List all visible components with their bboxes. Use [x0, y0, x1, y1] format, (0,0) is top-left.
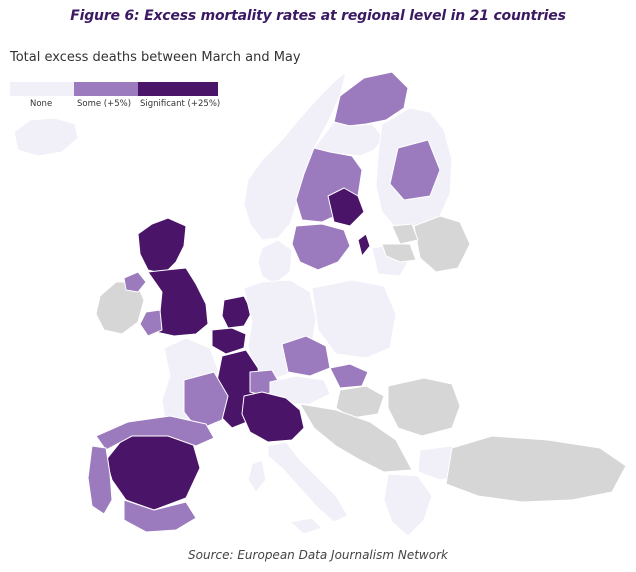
region-hungary [335, 385, 385, 419]
legend-swatch-some [74, 82, 138, 96]
region-russia [413, 215, 471, 273]
region-slovakia [329, 363, 369, 389]
region-netherlands [221, 295, 253, 329]
region-northern-spain [95, 415, 215, 451]
source-note: Source: European Data Journalism Network [188, 548, 448, 562]
legend-label-some: Some (+5%) [77, 99, 132, 109]
region-gotland [357, 233, 371, 257]
region-iceland [13, 117, 79, 157]
region-finland-central [389, 139, 441, 201]
region-greece [383, 473, 433, 537]
region-latvia [381, 243, 417, 263]
region-sweden-south [291, 223, 351, 271]
region-denmark [257, 239, 293, 285]
region-central-france [183, 371, 229, 431]
region-portugal [87, 445, 113, 515]
region-scotland [137, 217, 187, 275]
legend-label-significant: Significant (+25%) [140, 99, 221, 109]
region-england [147, 267, 209, 337]
region-poland [311, 279, 397, 359]
region-sardinia [247, 459, 267, 493]
region-northern-ireland [123, 271, 147, 293]
region-norway [243, 71, 347, 241]
figure-title: Figure 6: Excess mortality rates at regi… [70, 8, 566, 24]
legend-swatch-significant [138, 82, 218, 96]
region-northern-italy [241, 391, 305, 443]
legend-label-none: None [30, 99, 53, 109]
region-balkans [299, 403, 413, 473]
region-ireland [95, 281, 145, 335]
region-turkey [445, 435, 627, 503]
region-southern-italy [267, 441, 349, 523]
region-czechia [281, 335, 331, 377]
map-title: Total excess deaths between March and Ma… [10, 50, 301, 65]
region-southern-spain [123, 499, 197, 533]
legend-swatch-none [10, 82, 74, 96]
region-stockholm [327, 187, 365, 227]
region-romania [387, 377, 461, 437]
region-wales [139, 309, 163, 337]
region-belgium [211, 327, 247, 355]
region-estonia [391, 223, 419, 245]
map-legend: None Some (+5%) Significant (+25%) [10, 82, 221, 112]
region-sicily [289, 517, 323, 535]
